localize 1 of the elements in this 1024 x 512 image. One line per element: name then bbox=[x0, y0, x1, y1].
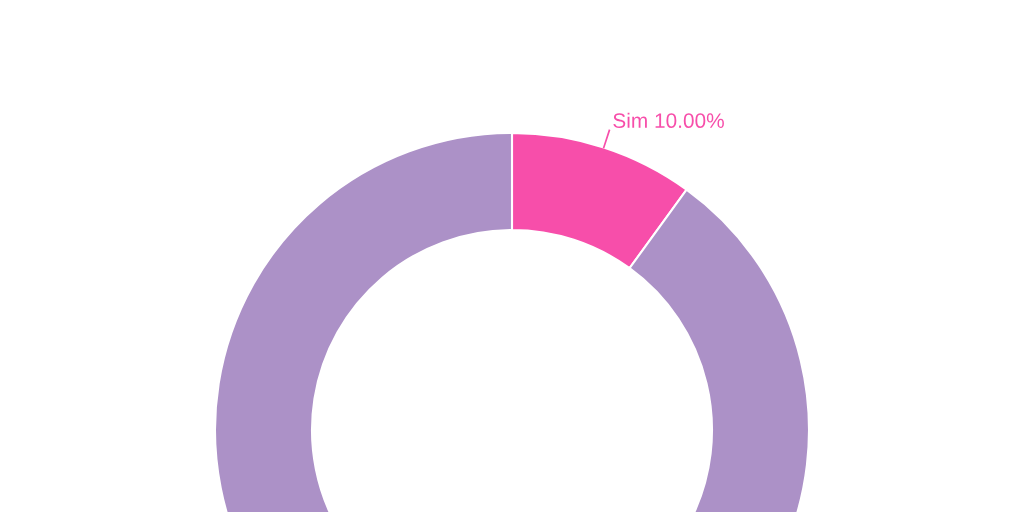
slice-label: Sim 10.00% bbox=[613, 112, 724, 129]
